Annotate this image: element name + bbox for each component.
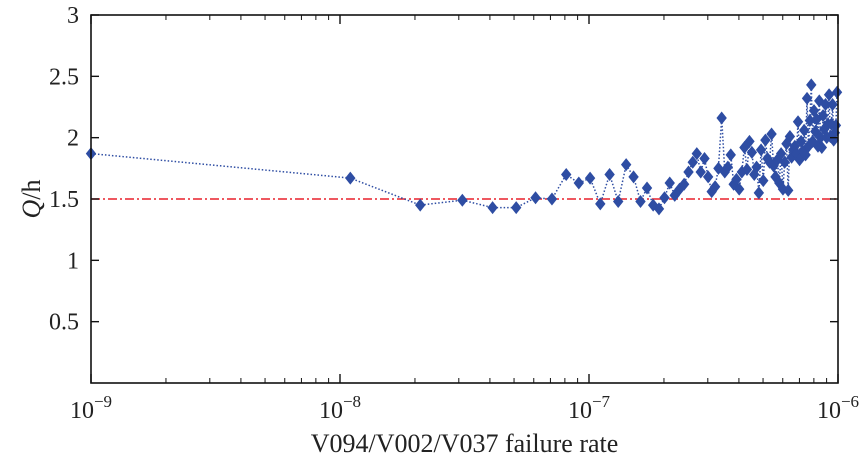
data-point bbox=[764, 155, 775, 169]
data-point bbox=[772, 153, 783, 167]
data-point bbox=[760, 133, 771, 147]
y-tick-label: 2.5 bbox=[49, 64, 79, 90]
data-point bbox=[695, 165, 706, 179]
data-point bbox=[829, 126, 841, 140]
data-point bbox=[807, 134, 818, 148]
y-tick-label: 0.5 bbox=[49, 310, 79, 336]
x-tick-label: 10−8 bbox=[319, 392, 361, 424]
data-point bbox=[733, 182, 745, 196]
data-point bbox=[797, 144, 808, 158]
data-point bbox=[827, 98, 838, 112]
labels-layer: 0.5 1 1.5 2 2.5 3 10−9 10−8 10−7 10−6 bbox=[49, 3, 859, 424]
data-point bbox=[728, 177, 739, 191]
data-point bbox=[770, 170, 781, 184]
data-point bbox=[817, 109, 829, 123]
data-point bbox=[794, 153, 805, 167]
data-point bbox=[831, 85, 843, 99]
data-point bbox=[789, 139, 801, 153]
data-point bbox=[784, 129, 796, 143]
data-point bbox=[820, 98, 831, 112]
data-point bbox=[777, 182, 789, 196]
data-point bbox=[546, 192, 558, 206]
x-axis-title: V094/V002/V037 failure rate bbox=[311, 429, 619, 458]
data-point bbox=[345, 171, 356, 185]
data-point bbox=[487, 201, 498, 215]
data-point bbox=[819, 122, 830, 136]
data-point bbox=[792, 115, 804, 129]
y-axis-title-symbol: Q bbox=[17, 200, 46, 219]
series-line bbox=[90, 84, 838, 210]
data-point bbox=[584, 171, 596, 185]
data-point bbox=[674, 182, 685, 196]
data-point bbox=[823, 88, 835, 102]
data-point bbox=[678, 177, 690, 191]
series-layer bbox=[85, 78, 843, 216]
data-point bbox=[709, 180, 721, 194]
data-point bbox=[774, 176, 785, 190]
y-tick-label: 1 bbox=[67, 248, 79, 274]
data-point bbox=[683, 165, 694, 179]
x-tick-label: 10−9 bbox=[70, 392, 112, 424]
data-point bbox=[775, 147, 787, 161]
data-point bbox=[620, 158, 632, 172]
y-axis-title-unit: /h bbox=[17, 179, 46, 199]
x-tick-label: 10−6 bbox=[817, 392, 859, 424]
data-point bbox=[725, 148, 736, 162]
data-point bbox=[741, 163, 753, 177]
data-point bbox=[628, 170, 639, 184]
data-point bbox=[659, 191, 670, 205]
data-point bbox=[811, 112, 822, 126]
data-point bbox=[604, 167, 615, 181]
data-point bbox=[830, 118, 842, 132]
y-tick-label: 1.5 bbox=[49, 187, 79, 213]
data-point bbox=[801, 91, 813, 105]
data-point bbox=[744, 134, 755, 148]
data-point bbox=[699, 152, 710, 166]
data-point bbox=[736, 165, 748, 179]
data-point bbox=[613, 194, 624, 208]
data-point bbox=[641, 181, 653, 195]
data-point bbox=[706, 185, 717, 199]
x-tick-label: 10−7 bbox=[568, 392, 611, 424]
data-point bbox=[766, 127, 777, 141]
data-point bbox=[779, 155, 790, 169]
data-point bbox=[573, 176, 585, 190]
data-point bbox=[691, 147, 703, 161]
data-point bbox=[749, 167, 760, 181]
data-point bbox=[530, 191, 541, 205]
data-point bbox=[561, 167, 572, 181]
data-point bbox=[731, 172, 742, 186]
data-point bbox=[739, 140, 750, 154]
data-point bbox=[758, 174, 769, 188]
data-point bbox=[746, 145, 758, 159]
data-point bbox=[415, 198, 426, 212]
data-point bbox=[755, 143, 767, 157]
data-point bbox=[716, 111, 727, 125]
y-tick-label: 2 bbox=[67, 126, 79, 152]
data-point bbox=[816, 140, 828, 154]
data-point bbox=[815, 131, 826, 145]
data-point bbox=[783, 183, 794, 197]
data-point bbox=[595, 197, 606, 211]
data-point bbox=[457, 193, 468, 207]
y-axis-title: Q/h bbox=[17, 179, 46, 218]
y-tick-label: 3 bbox=[67, 3, 79, 29]
data-point bbox=[653, 202, 665, 216]
data-point bbox=[781, 137, 792, 151]
data-point bbox=[806, 78, 817, 92]
data-point bbox=[751, 160, 762, 174]
data-point bbox=[804, 113, 816, 127]
data-point bbox=[510, 201, 522, 215]
data-point bbox=[687, 155, 698, 169]
data-point bbox=[753, 186, 765, 200]
data-point bbox=[722, 160, 734, 174]
data-point bbox=[795, 134, 807, 148]
data-point bbox=[803, 139, 814, 153]
axes-layer bbox=[90, 14, 839, 384]
data-point bbox=[635, 194, 646, 208]
data-point bbox=[702, 170, 714, 184]
data-point bbox=[664, 176, 675, 190]
data-point bbox=[798, 123, 810, 137]
